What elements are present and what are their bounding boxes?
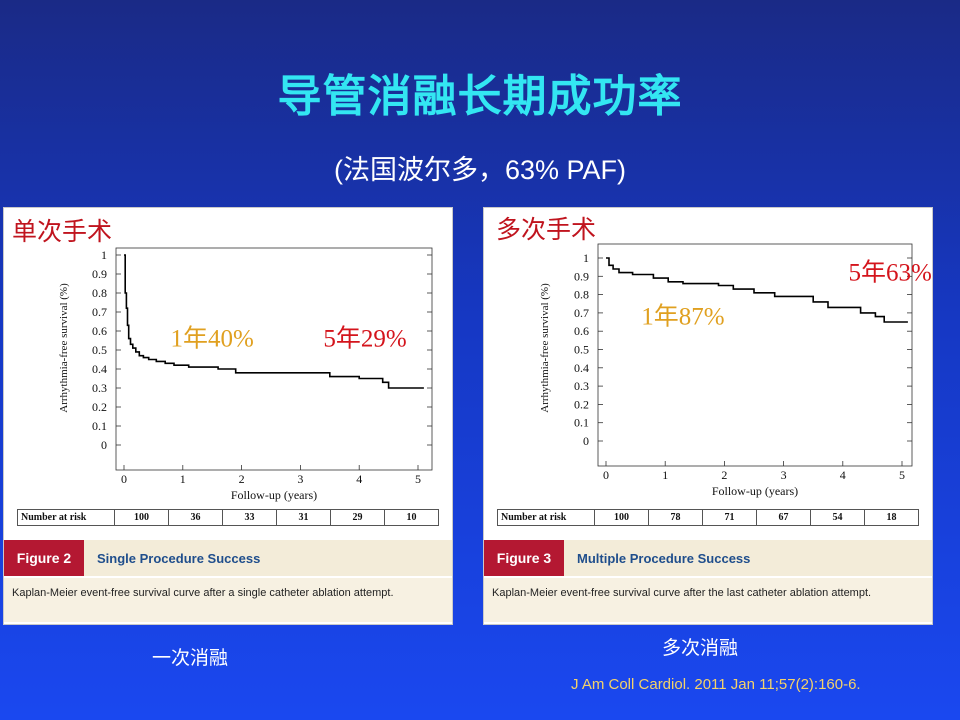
y-tick-label: 0.2 <box>92 400 107 414</box>
figure-header: Figure 2 Single Procedure Success <box>4 540 452 576</box>
y-tick-label: 0.5 <box>92 343 107 357</box>
panel-title: 多次手术 <box>496 215 596 244</box>
number-at-risk-row: Number at risk 100 78 71 67 54 18 <box>497 509 919 526</box>
y-axis-label: Arrhythmia-free survival (%) <box>58 283 70 413</box>
y-tick-label: 0.8 <box>574 288 589 302</box>
risk-value: 31 <box>276 510 330 525</box>
risk-value: 100 <box>114 510 168 525</box>
survival-curve <box>124 254 424 389</box>
x-tick-label: 5 <box>415 472 421 486</box>
risk-value: 54 <box>810 510 864 525</box>
y-tick-label: 0.4 <box>574 361 589 375</box>
y-tick-label: 0 <box>583 434 589 448</box>
x-tick-label: 3 <box>297 472 303 486</box>
number-at-risk-row: Number at risk 100 36 33 31 29 10 <box>17 509 439 526</box>
y-tick-label: 0 <box>101 438 107 452</box>
y-tick-label: 0.7 <box>574 306 589 320</box>
y-tick-label: 0.4 <box>92 362 107 376</box>
km-plot-single: 0 0.1 0.2 0.3 0.4 0.5 0.6 0.7 0.8 0.9 1 0 1 2 3 4 5 Follo… <box>12 217 433 502</box>
risk-value: 36 <box>168 510 222 525</box>
y-tick-label: 0.3 <box>92 381 107 395</box>
y-tick-label: 0.1 <box>574 416 589 430</box>
bottom-label-single: 一次消融 <box>152 647 229 669</box>
y-tick-label: 0.2 <box>574 397 589 411</box>
y-tick-label: 1 <box>101 248 107 262</box>
x-tick-label: 3 <box>781 468 787 482</box>
x-tick-label: 0 <box>121 472 127 486</box>
y-tick-label: 0.6 <box>92 324 107 338</box>
plot-frame <box>115 247 433 471</box>
figure-header: Figure 3 Multiple Procedure Success <box>484 540 932 576</box>
figure-title: Multiple Procedure Success <box>577 550 751 566</box>
y-axis-label: Arrhythmia-free survival (%) <box>539 283 551 413</box>
slide-title: 导管消融长期成功率 <box>277 71 683 122</box>
x-tick-label: 4 <box>356 472 362 486</box>
risk-value: 10 <box>384 510 438 525</box>
survival-annotation: 1年40% <box>171 325 254 353</box>
risk-value: 33 <box>222 510 276 525</box>
figure-number: Figure 3 <box>484 540 564 576</box>
y-tick-label: 0.8 <box>92 286 107 300</box>
x-tick-label: 5 <box>899 468 905 482</box>
y-tick-label: 0.6 <box>574 324 589 338</box>
figure-panel-single: 0 0.1 0.2 0.3 0.4 0.5 0.6 0.7 0.8 0.9 1 0 1 2 3 4 5 Follo… <box>3 207 453 625</box>
risk-value: 29 <box>330 510 384 525</box>
x-tick-label: 1 <box>180 472 186 486</box>
risk-value: 71 <box>702 510 756 525</box>
x-tick-label: 2 <box>239 472 245 486</box>
survival-annotation: 5年63% <box>848 259 931 287</box>
x-axis-label: Follow-up (years) <box>712 484 798 498</box>
survival-annotation: 5年29% <box>323 325 406 353</box>
x-tick-label: 4 <box>840 468 846 482</box>
y-tick-label: 0.9 <box>574 269 589 283</box>
figure-panel-multiple: 0 0.1 0.2 0.3 0.4 0.5 0.6 0.7 0.8 0.9 1 0 1 2 3 4 5 Follo… <box>483 207 933 625</box>
y-tick-label: 0.9 <box>92 267 107 281</box>
figure-caption: Kaplan-Meier event-free survival curve a… <box>484 578 932 622</box>
number-at-risk-label: Number at risk <box>21 512 87 523</box>
y-tick-label: 0.7 <box>92 305 107 319</box>
y-tick-label: 0.5 <box>574 343 589 357</box>
slide-subtitle: (法国波尔多，63% PAF) <box>333 155 627 185</box>
figure-number: Figure 2 <box>4 540 84 576</box>
figure-caption: Kaplan-Meier event-free survival curve a… <box>4 578 452 622</box>
y-tick-label: 1 <box>583 251 589 265</box>
survival-annotation: 1年87% <box>641 303 724 331</box>
number-at-risk-label: Number at risk <box>501 512 567 523</box>
figure-title: Single Procedure Success <box>97 550 261 566</box>
risk-value: 100 <box>594 510 648 525</box>
risk-value: 78 <box>648 510 702 525</box>
risk-value: 18 <box>864 510 918 525</box>
x-axis-label: Follow-up (years) <box>231 488 317 502</box>
risk-value: 67 <box>756 510 810 525</box>
x-tick-label: 1 <box>662 468 668 482</box>
y-tick-label: 0.1 <box>92 419 107 433</box>
km-plot-multiple: 0 0.1 0.2 0.3 0.4 0.5 0.6 0.7 0.8 0.9 1 0 1 2 3 4 5 Follo… <box>496 215 932 498</box>
plot-frame <box>597 243 913 467</box>
bottom-label-multiple: 多次消融 <box>662 637 739 659</box>
citation: J Am Coll Cardiol. 2011 Jan 11;57(2):160… <box>571 676 861 693</box>
x-tick-label: 2 <box>721 468 727 482</box>
x-tick-label: 0 <box>603 468 609 482</box>
survival-curve <box>606 257 908 323</box>
y-tick-label: 0.3 <box>574 379 589 393</box>
panel-title: 单次手术 <box>12 217 112 246</box>
